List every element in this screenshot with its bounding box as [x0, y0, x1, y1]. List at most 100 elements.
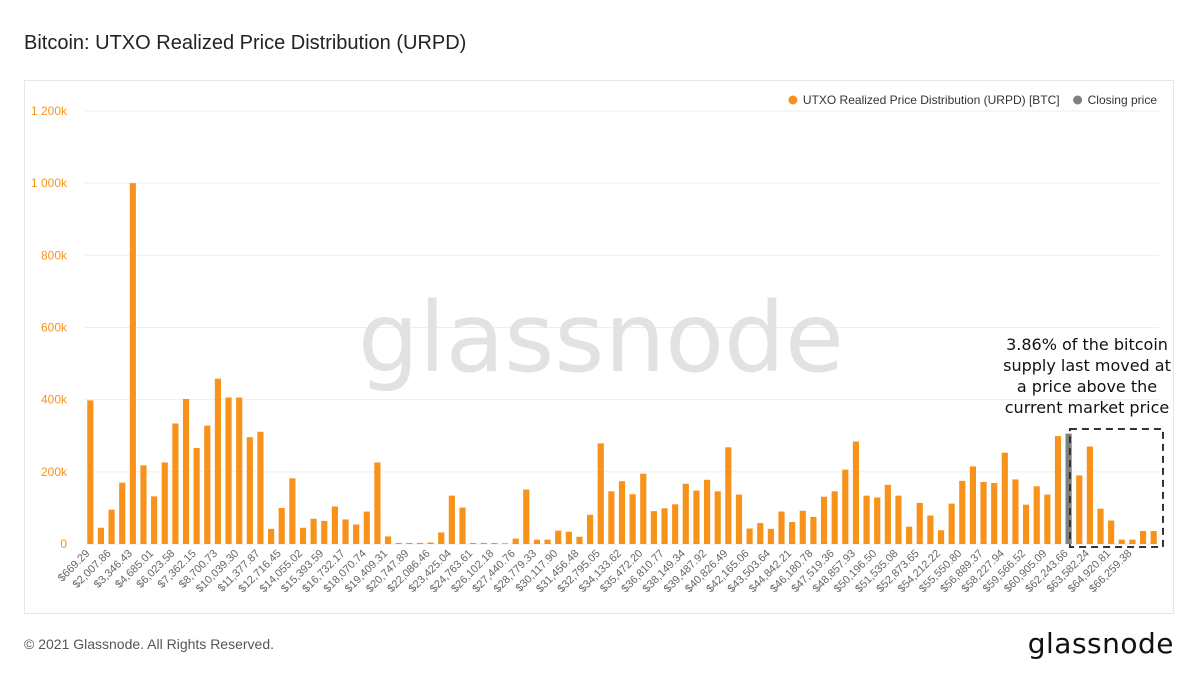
copyright-text: © 2021 Glassnode. All Rights Reserved.: [24, 636, 275, 652]
urpd-bar: [310, 518, 317, 544]
urpd-bar: [735, 494, 743, 544]
urpd-bar: [555, 530, 562, 544]
urpd-bar: [214, 378, 222, 544]
glassnode-logo: glassnode: [1027, 627, 1174, 660]
urpd-bar: [161, 462, 168, 544]
urpd-bar: [906, 526, 913, 544]
annotation-text-line: current market price: [1005, 398, 1170, 417]
page-title: Bitcoin: UTXO Realized Price Distributio…: [24, 32, 467, 54]
urpd-bar: [182, 398, 190, 544]
urpd-bar: [959, 480, 966, 544]
urpd-bar: [151, 496, 158, 544]
urpd-bar: [1054, 436, 1062, 544]
urpd-bar: [820, 496, 828, 544]
urpd-bar: [714, 491, 721, 544]
urpd-bar: [331, 506, 338, 544]
y-tick-label: 0: [60, 537, 67, 551]
grid-layer: [85, 110, 1159, 545]
urpd-bar: [969, 466, 976, 544]
urpd-bar: [119, 482, 126, 544]
urpd-bar: [874, 497, 881, 544]
urpd-bar: [980, 481, 987, 544]
urpd-bar: [97, 527, 105, 544]
urpd-bar: [618, 481, 626, 544]
urpd-bar: [512, 538, 519, 544]
y-tick-label: 400k: [41, 393, 68, 407]
urpd-bar: [140, 465, 147, 544]
urpd-bar: [108, 509, 115, 544]
urpd-bar: [1118, 539, 1125, 544]
urpd-bar: [778, 511, 785, 544]
urpd-bar: [480, 542, 487, 544]
urpd-bar: [682, 483, 689, 544]
urpd-bar: [395, 542, 402, 544]
urpd-bar: [1022, 504, 1030, 544]
urpd-bar: [289, 478, 296, 544]
urpd-bar: [406, 542, 413, 544]
urpd-bar: [172, 423, 179, 544]
urpd-bar: [193, 448, 200, 544]
urpd-bar: [353, 524, 360, 544]
y-axis-ticks: 0 200k 400k 600k 800k 1 000k 1 200k: [31, 104, 68, 551]
closing-price-bar: [1065, 433, 1072, 544]
urpd-bar: [459, 507, 466, 544]
urpd-bar: [501, 543, 509, 544]
urpd-bar: [129, 183, 136, 544]
urpd-bar: [523, 489, 530, 544]
urpd-bar: [799, 510, 806, 544]
annotation-box: [1068, 428, 1164, 548]
legend: Closing price UTXO Realized Price Distrib…: [788, 93, 1157, 107]
urpd-bar: [438, 532, 445, 544]
urpd-bar: [895, 495, 902, 544]
urpd-bar: [927, 515, 934, 544]
urpd-bar: [321, 520, 328, 544]
urpd-bar: [565, 531, 572, 544]
urpd-bar: [842, 469, 849, 544]
urpd-bar: [1150, 531, 1157, 544]
urpd-bar: [533, 539, 541, 544]
urpd-bar: [374, 462, 381, 544]
urpd-bar: [948, 503, 955, 544]
y-tick-label: 600k: [41, 321, 68, 335]
urpd-bar: [608, 491, 615, 544]
y-tick-label: 1 000k: [31, 176, 68, 190]
urpd-bar: [831, 491, 838, 544]
legend-label-closing: Closing price: [1088, 93, 1158, 107]
y-tick-label: 800k: [41, 248, 68, 262]
urpd-bar: [991, 483, 998, 544]
urpd-bar: [693, 490, 700, 544]
urpd-bar: [587, 514, 594, 544]
bars-layer: [87, 183, 1157, 544]
urpd-bar: [852, 441, 860, 544]
urpd-bar: [225, 397, 232, 544]
urpd-bar: [87, 400, 94, 544]
urpd-bar: [1139, 531, 1147, 544]
x-axis-ticks: $669.29$2,007.86$3,346.43$4,685.01$6,023…: [56, 548, 1135, 595]
annotation-text-line: 3.86% of the bitcoin: [1006, 335, 1168, 354]
urpd-bar: [491, 542, 498, 544]
urpd-bar: [672, 504, 679, 544]
urpd-bar: [789, 521, 796, 544]
urpd-bar: [416, 542, 424, 544]
urpd-bar: [1044, 494, 1051, 544]
urpd-bar: [268, 528, 275, 544]
urpd-bar: [937, 530, 945, 544]
urpd-bar: [810, 516, 817, 544]
urpd-bar: [1012, 479, 1019, 544]
annotation-text-line: a price above the: [1017, 377, 1157, 396]
urpd-bar: [916, 502, 923, 544]
urpd-bar: [703, 479, 711, 544]
annotation: 3.86% of the bitcoin supply last moved at…: [1003, 335, 1171, 548]
urpd-bar: [661, 508, 668, 544]
urpd-bar: [1108, 520, 1115, 544]
urpd-bar: [757, 523, 764, 544]
annotation-text-line: supply last moved at: [1003, 356, 1171, 375]
urpd-bar: [384, 536, 392, 544]
urpd-bar: [427, 542, 434, 544]
urpd-bar: [1001, 452, 1008, 544]
urpd-bar: [204, 425, 211, 544]
urpd-bar: [1129, 539, 1136, 544]
urpd-bar: [884, 484, 891, 544]
urpd-bar: [448, 495, 455, 544]
